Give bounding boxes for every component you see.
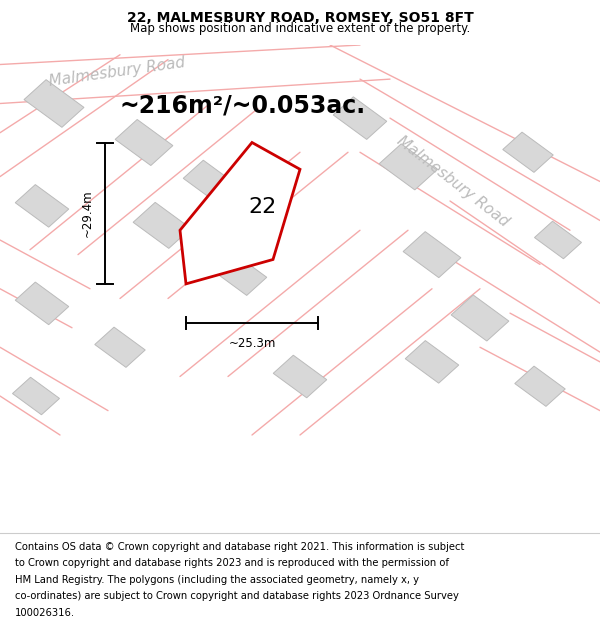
Text: to Crown copyright and database rights 2023 and is reproduced with the permissio: to Crown copyright and database rights 2… xyxy=(15,558,449,568)
Text: 22: 22 xyxy=(248,198,277,217)
Polygon shape xyxy=(115,119,173,166)
Text: ~216m²/~0.053ac.: ~216m²/~0.053ac. xyxy=(120,94,366,118)
Polygon shape xyxy=(515,366,565,406)
Polygon shape xyxy=(535,221,581,259)
Text: Malmesbury Road: Malmesbury Road xyxy=(394,133,512,230)
Text: Map shows position and indicative extent of the property.: Map shows position and indicative extent… xyxy=(130,22,470,35)
Polygon shape xyxy=(15,184,69,227)
Polygon shape xyxy=(503,132,553,173)
Polygon shape xyxy=(273,355,327,398)
Polygon shape xyxy=(95,327,145,367)
Polygon shape xyxy=(13,378,59,415)
Polygon shape xyxy=(24,79,84,128)
Text: HM Land Registry. The polygons (including the associated geometry, namely x, y: HM Land Registry. The polygons (includin… xyxy=(15,574,419,584)
Polygon shape xyxy=(405,341,459,383)
Text: co-ordinates) are subject to Crown copyright and database rights 2023 Ordnance S: co-ordinates) are subject to Crown copyr… xyxy=(15,591,459,601)
Polygon shape xyxy=(333,97,387,139)
Polygon shape xyxy=(15,282,69,324)
Text: ~25.3m: ~25.3m xyxy=(229,336,275,349)
Polygon shape xyxy=(213,253,267,296)
Polygon shape xyxy=(180,142,300,284)
Polygon shape xyxy=(183,160,237,202)
Text: Malmesbury Road: Malmesbury Road xyxy=(48,55,186,89)
Text: ~29.4m: ~29.4m xyxy=(81,189,94,237)
Polygon shape xyxy=(379,144,437,190)
Polygon shape xyxy=(133,202,191,248)
Text: 22, MALMESBURY ROAD, ROMSEY, SO51 8FT: 22, MALMESBURY ROAD, ROMSEY, SO51 8FT xyxy=(127,11,473,25)
Text: Contains OS data © Crown copyright and database right 2021. This information is : Contains OS data © Crown copyright and d… xyxy=(15,542,464,552)
Polygon shape xyxy=(451,295,509,341)
Polygon shape xyxy=(403,232,461,278)
Text: 100026316.: 100026316. xyxy=(15,608,75,618)
